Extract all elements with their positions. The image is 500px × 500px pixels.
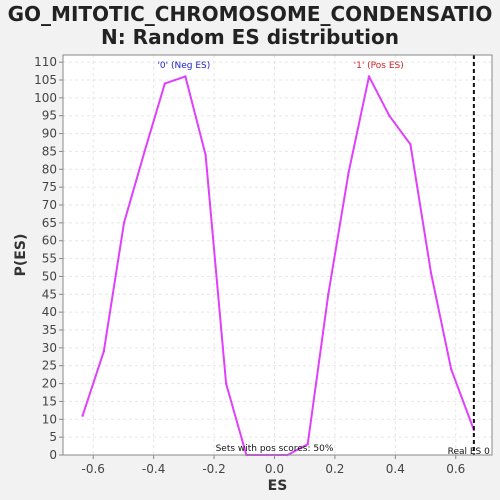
- x-axis-ticks: -0.6 -0.4 -0.2 0.0 0.2 0.4 0.6: [82, 455, 465, 476]
- y-tick-label: 35: [42, 323, 57, 337]
- x-axis-title: ES: [268, 478, 288, 494]
- es-data-point: [81, 414, 84, 417]
- es-data-point: [367, 75, 371, 78]
- y-tick-label: 50: [42, 269, 57, 283]
- y-tick-label: 110: [34, 55, 57, 69]
- y-tick-label: 20: [42, 377, 57, 391]
- x-tick-label: 0.6: [446, 462, 465, 476]
- y-tick-label: 65: [42, 216, 57, 230]
- y-tick-label: 70: [42, 198, 57, 212]
- plot-border: [62, 54, 493, 456]
- y-tick-label: 45: [42, 287, 57, 301]
- y-tick-label: 95: [42, 109, 57, 123]
- y-tick-label: 80: [42, 162, 57, 176]
- es-data-point: [102, 350, 105, 353]
- x-tick-label: 0.2: [325, 462, 344, 476]
- es-data-point: [184, 75, 187, 78]
- es-data-point: [224, 382, 228, 385]
- y-tick-label: 55: [42, 252, 57, 266]
- plot-area: [63, 55, 492, 455]
- x-tick-label: -0.4: [142, 462, 165, 476]
- y-tick-label: 25: [42, 359, 57, 373]
- es-data-point: [409, 143, 412, 146]
- y-tick-label: 85: [42, 144, 57, 158]
- y-tick-label: 30: [42, 341, 57, 355]
- es-data-point: [143, 150, 146, 153]
- y-tick-label: 0: [49, 448, 57, 462]
- y-tick-label: 90: [42, 127, 57, 141]
- x-tick-label: -0.6: [82, 462, 105, 476]
- neg-es-label: '0' (Neg ES): [157, 61, 210, 71]
- x-tick-label: -0.2: [202, 462, 225, 476]
- y-tick-label: 10: [42, 412, 57, 426]
- y-tick-label: 100: [34, 91, 57, 105]
- y-tick-label: 75: [42, 180, 57, 194]
- es-data-point: [163, 82, 167, 85]
- pos-es-label: '1' (Pos ES): [354, 61, 404, 71]
- es-data-point: [122, 221, 126, 225]
- es-data-point: [306, 443, 309, 446]
- y-tick-label: 15: [42, 394, 57, 408]
- es-data-point: [429, 271, 433, 275]
- y-tick-label: 5: [49, 430, 57, 444]
- es-data-point: [347, 171, 350, 175]
- y-axis-ticks: 0 5 10 15 20 25 30 35 40 45 50 55 60 65 70 75 80 85 90 95 10…: [34, 55, 63, 462]
- chart-title-line-1: GO_MITOTIC_CHROMOSOME_CONDENSATIO: [8, 2, 493, 26]
- y-tick-label: 40: [42, 305, 57, 319]
- x-tick-label: 0.0: [265, 462, 284, 476]
- es-data-point: [450, 368, 453, 371]
- es-data-point: [327, 293, 330, 296]
- real-es-label: Real ES 0: [448, 447, 491, 457]
- y-tick-label: 60: [42, 234, 57, 248]
- y-axis-title: P(ES): [13, 234, 29, 277]
- annotations: '0' (Neg ES) '1' (Pos ES) Sets with pos sc…: [157, 55, 490, 457]
- es-data-point: [388, 114, 391, 117]
- x-tick-label: 0.4: [386, 462, 405, 476]
- es-data-point: [204, 153, 207, 157]
- chart-title-line-2: N: Random ES distribution: [101, 25, 399, 49]
- y-tick-label: 105: [34, 73, 57, 87]
- pos-scores-text: Sets with pos scores: 50%: [216, 444, 334, 454]
